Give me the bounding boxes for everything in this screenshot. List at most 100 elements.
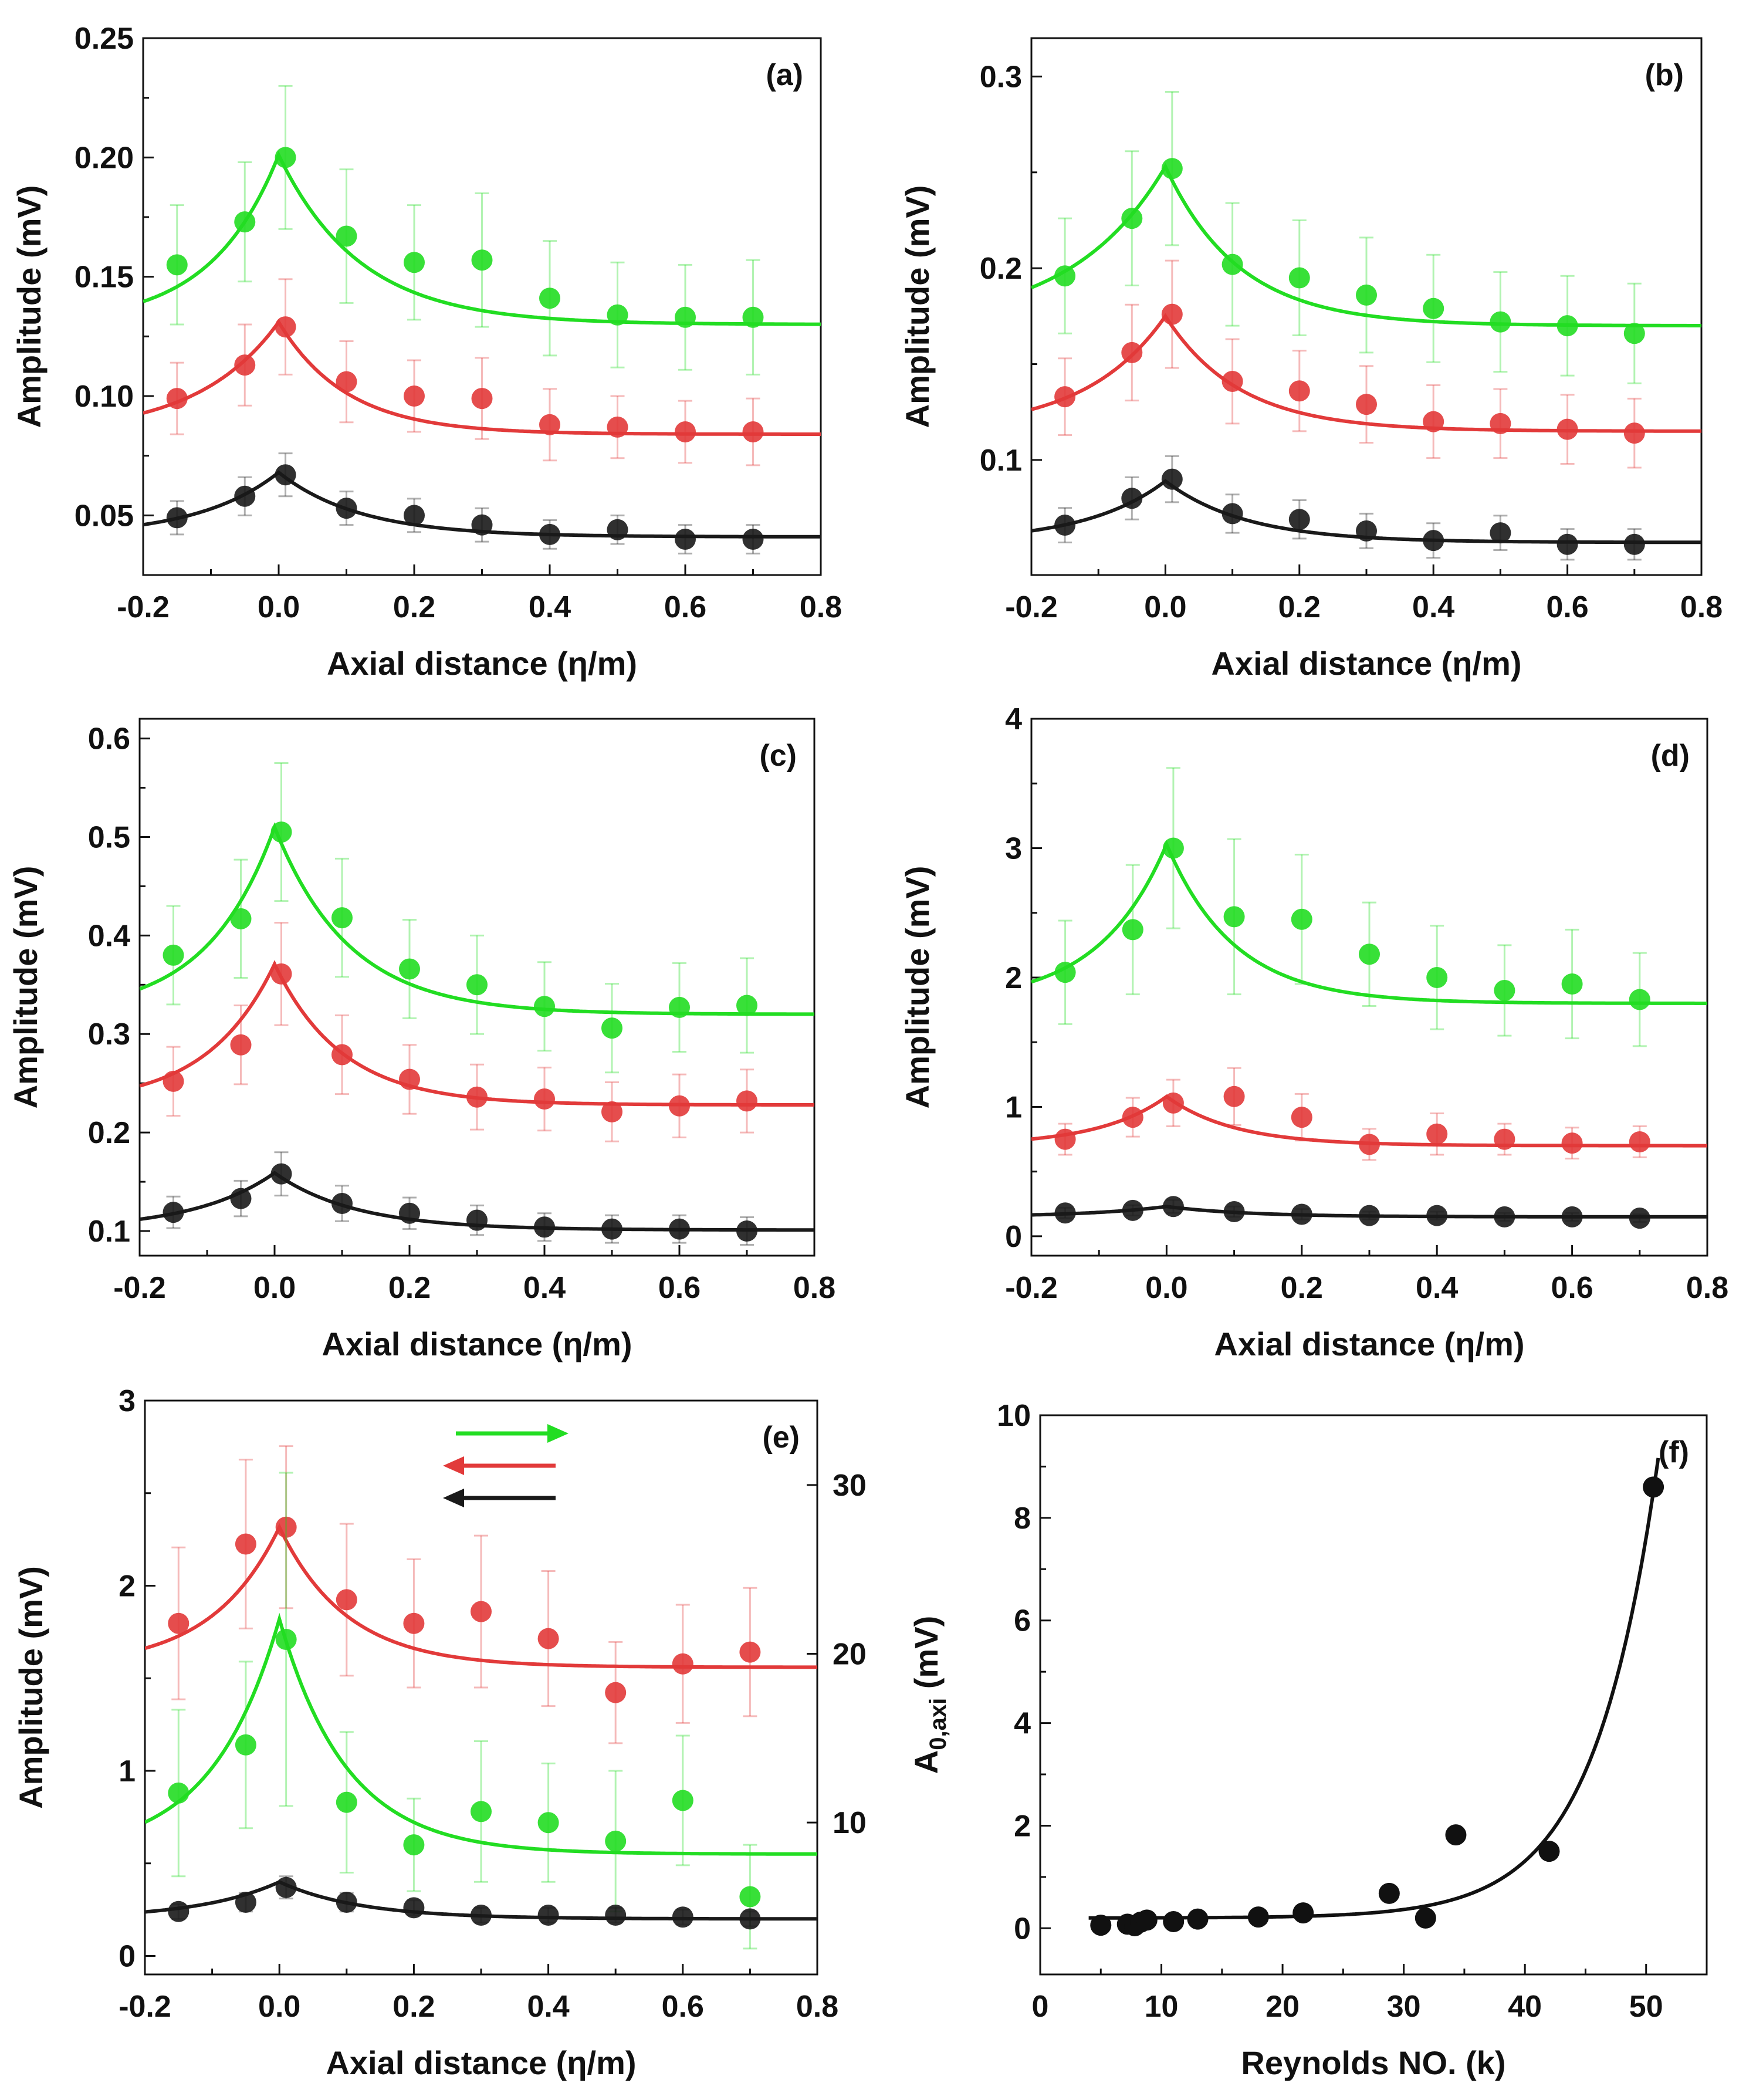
x-tick-label: 0.6 — [664, 590, 706, 624]
data-point-red — [399, 1068, 420, 1090]
data-point-green — [471, 1801, 492, 1822]
y-tick-label: 0.3 — [88, 1017, 130, 1051]
data-point-red — [1629, 1131, 1650, 1152]
data-point-green — [537, 1812, 559, 1834]
y-tick-label: 0.15 — [75, 261, 134, 295]
data-point-red — [534, 1088, 555, 1110]
fit-curve-red — [143, 319, 821, 436]
fit-curve-green — [143, 150, 821, 326]
y-axis-label-subscript: 0,axi — [925, 1698, 951, 1750]
x-tick-label: 0.8 — [800, 590, 842, 624]
data-point-red — [1356, 394, 1377, 415]
data-point-red — [1291, 1107, 1312, 1128]
data-point-black — [1221, 503, 1243, 525]
data-point-red — [669, 1095, 690, 1117]
data-point-black — [1054, 1202, 1076, 1224]
x-tick-label: 0.4 — [529, 590, 571, 624]
legend-arrow-head — [547, 1424, 569, 1443]
data-point-red — [1288, 380, 1310, 402]
data-point-black — [1623, 533, 1645, 555]
y2-tick-label: 10 — [833, 1806, 867, 1840]
data-point-black — [601, 1218, 622, 1240]
data-point-red — [1494, 1128, 1515, 1150]
data-point-red — [230, 1034, 252, 1056]
y-axis-label: Amplitude (mV) — [12, 1566, 49, 1809]
data-point-black — [331, 1193, 353, 1215]
data-point-green — [1426, 966, 1448, 988]
panel-label: (f) — [1659, 1435, 1689, 1469]
x-tick-label: 0.0 — [258, 1990, 300, 2024]
y-tick-label: 1 — [1005, 1090, 1022, 1124]
data-point-black — [471, 514, 493, 536]
series-green — [1031, 91, 1701, 384]
data-point-green — [275, 147, 296, 168]
data-point-green — [466, 974, 488, 996]
data-point-red — [742, 421, 764, 442]
data-point-red — [234, 354, 256, 376]
x-tick-label: 0.0 — [253, 1271, 296, 1305]
y-axis-label: A0,axi (mV) — [908, 1616, 951, 1774]
data-point-green — [403, 1834, 425, 1856]
data-point-black — [235, 1891, 256, 1913]
chart-panel-f: 0 10 20 30 40 50 0 2 4 6 8 10 Reynolds NO. (k) A0,axi… — [908, 1399, 1708, 2081]
data-point-red — [672, 1653, 693, 1675]
x-tick-label: 50 — [1629, 1990, 1663, 2024]
y-tick-label: 4 — [1005, 702, 1022, 736]
data-point-black — [168, 1901, 190, 1922]
data-point-black — [539, 523, 560, 545]
data-point-black — [1122, 1199, 1143, 1221]
x-tick-label: 30 — [1387, 1990, 1421, 2024]
data-point-black — [672, 1906, 693, 1928]
y-tick-label: 0.4 — [88, 919, 130, 953]
x-tick-label: 0.0 — [258, 590, 300, 624]
panel-label: (c) — [759, 739, 797, 773]
x-axis-label: Axial distance (η/m) — [322, 1325, 632, 1362]
data-point — [1643, 1476, 1664, 1498]
data-point-green — [399, 958, 420, 980]
data-point-red — [1054, 386, 1076, 408]
data-point-green — [1423, 297, 1444, 319]
data-point-black — [404, 505, 425, 526]
data-point-red — [1423, 411, 1444, 432]
data-point-green — [607, 304, 628, 326]
data-point-red — [1162, 1092, 1184, 1114]
x-tick-label: 0.8 — [793, 1271, 835, 1305]
y-tick-label: 1 — [119, 1754, 136, 1788]
y-tick-label: 2 — [119, 1569, 136, 1603]
data-point-red — [466, 1086, 488, 1108]
data-point-red — [166, 388, 188, 410]
data-point-black — [399, 1202, 420, 1224]
x-tick-label: 0 — [1032, 1990, 1049, 2024]
series-green — [145, 1472, 817, 1950]
data-point-green — [235, 1734, 256, 1756]
data-point — [1292, 1902, 1314, 1924]
data-point-black — [742, 529, 764, 550]
data-point-black — [466, 1209, 488, 1231]
data-point-green — [1161, 158, 1183, 180]
data-point — [1538, 1841, 1560, 1862]
y-tick-label: 0 — [1014, 1912, 1031, 1946]
data-point-green — [1359, 944, 1380, 965]
y-tick-label: 0.1 — [980, 444, 1022, 478]
data-point — [1415, 1907, 1436, 1929]
y-tick-label: 0 — [119, 1939, 136, 1973]
data-point-red — [336, 1589, 357, 1611]
data-point-green — [1054, 962, 1076, 983]
data-point-green — [736, 995, 757, 1016]
data-point-green — [1356, 284, 1377, 306]
data-point-red — [471, 388, 493, 410]
data-point-black — [1291, 1203, 1312, 1225]
data-point-black — [1490, 522, 1511, 544]
y-tick-label: 10 — [997, 1399, 1031, 1433]
panel-label: (b) — [1645, 58, 1684, 92]
y-tick-label: 3 — [119, 1384, 136, 1418]
series-red — [1031, 1067, 1707, 1161]
x-tick-label: 0.8 — [1686, 1271, 1728, 1305]
data-point-black — [166, 507, 188, 529]
data-point-green — [669, 996, 690, 1018]
data-point-green — [1291, 908, 1312, 930]
x-tick-label: 0.4 — [1416, 1271, 1458, 1305]
data-point-black — [1561, 1206, 1583, 1227]
data-point-black — [471, 1905, 492, 1926]
